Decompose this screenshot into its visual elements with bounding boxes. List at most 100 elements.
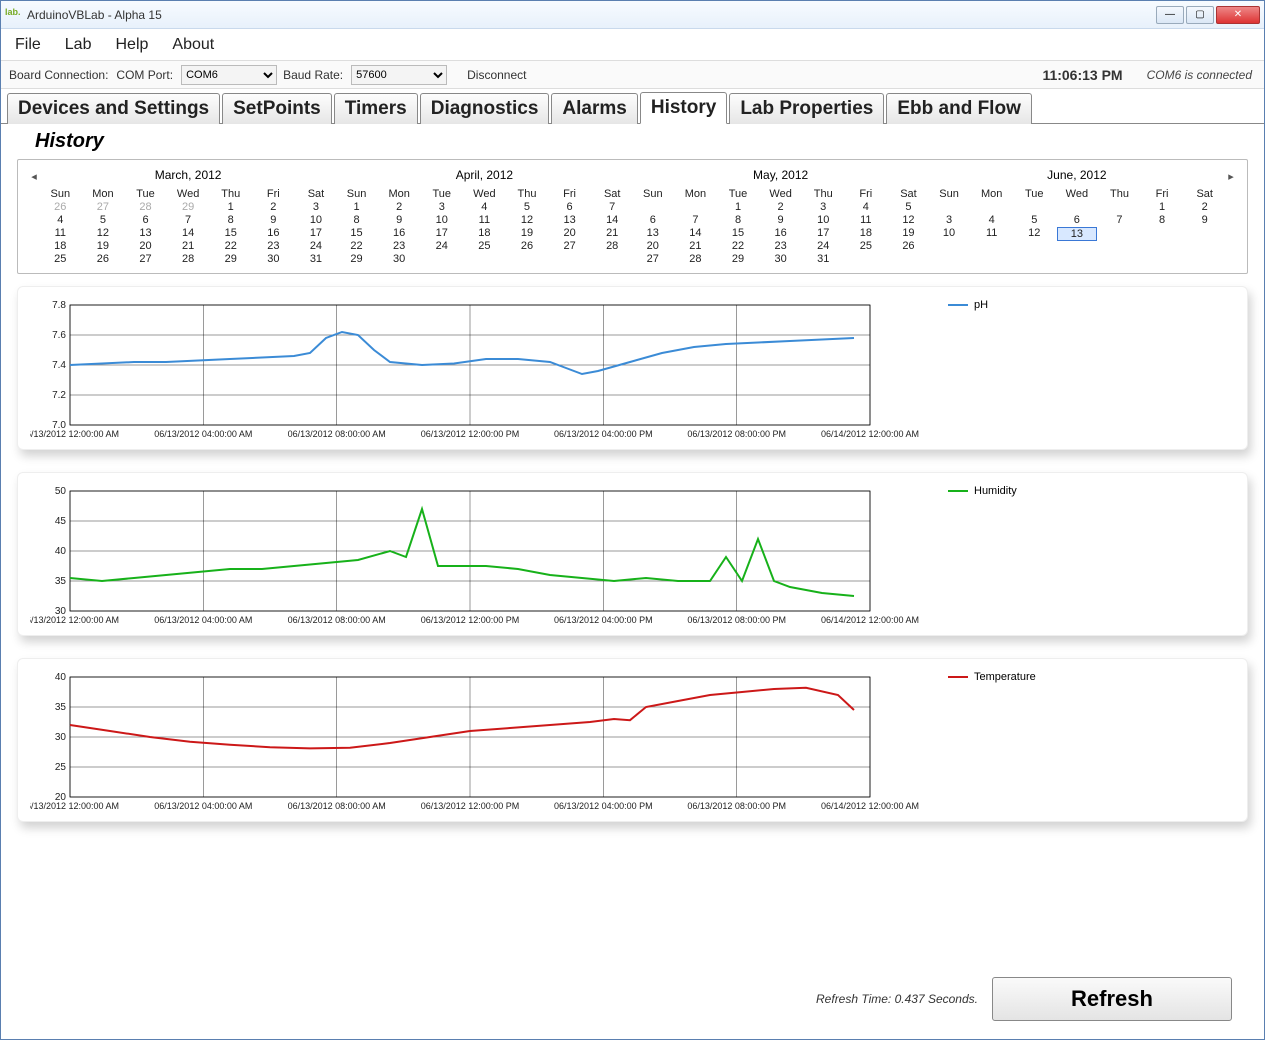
- calendar-day[interactable]: 26: [888, 240, 929, 252]
- calendar-day[interactable]: 18: [40, 240, 81, 252]
- calendar-day[interactable]: 31: [296, 253, 337, 265]
- calendar-day[interactable]: 17: [296, 227, 337, 239]
- calendar-day[interactable]: 28: [675, 253, 716, 265]
- calendar-day[interactable]: 19: [888, 227, 929, 239]
- calendar-day[interactable]: 29: [168, 201, 209, 213]
- calendar-day[interactable]: 23: [379, 240, 420, 252]
- calendar-day[interactable]: 13: [125, 227, 166, 239]
- calendar-day[interactable]: 3: [929, 214, 970, 226]
- calendar-day[interactable]: 1: [718, 201, 759, 213]
- calendar-day[interactable]: 8: [210, 214, 251, 226]
- calendar-day[interactable]: 8: [718, 214, 759, 226]
- calendar-day[interactable]: 6: [633, 214, 674, 226]
- calendar-day[interactable]: 3: [296, 201, 337, 213]
- calendar-day[interactable]: 13: [549, 214, 590, 226]
- calendar-day[interactable]: 21: [592, 227, 633, 239]
- calendar-day[interactable]: 25: [464, 240, 505, 252]
- calendar-day[interactable]: 24: [296, 240, 337, 252]
- calendar-day[interactable]: 8: [336, 214, 377, 226]
- disconnect-link[interactable]: Disconnect: [467, 68, 526, 82]
- calendar-day[interactable]: 11: [971, 227, 1012, 241]
- calendar-day[interactable]: 25: [40, 253, 81, 265]
- calendar-day[interactable]: 30: [253, 253, 294, 265]
- calendar-day[interactable]: 11: [464, 214, 505, 226]
- calendar-day[interactable]: 10: [296, 214, 337, 226]
- calendar-day[interactable]: 7: [168, 214, 209, 226]
- calendar-day[interactable]: 10: [803, 214, 844, 226]
- calendar-day[interactable]: 14: [168, 227, 209, 239]
- calendar-day[interactable]: 26: [507, 240, 548, 252]
- calendar-day[interactable]: 17: [803, 227, 844, 239]
- calendar-day[interactable]: 6: [1057, 214, 1098, 226]
- calendar-day[interactable]: 11: [846, 214, 887, 226]
- calendar-day[interactable]: 28: [592, 240, 633, 252]
- calendar-day[interactable]: 4: [464, 201, 505, 213]
- calendar-day[interactable]: 2: [379, 201, 420, 213]
- calendar-day[interactable]: 1: [210, 201, 251, 213]
- maximize-button[interactable]: ▢: [1186, 6, 1214, 24]
- calendar-day[interactable]: 13: [633, 227, 674, 239]
- menu-item-help[interactable]: Help: [115, 36, 148, 54]
- calendar-day[interactable]: 7: [675, 214, 716, 226]
- calendar-day[interactable]: 26: [83, 253, 124, 265]
- minimize-button[interactable]: —: [1156, 6, 1184, 24]
- calendar-day[interactable]: 9: [1184, 214, 1225, 226]
- calendar-day[interactable]: 22: [336, 240, 377, 252]
- calendar-day[interactable]: 16: [760, 227, 801, 239]
- calendar-day[interactable]: 2: [1184, 201, 1225, 213]
- calendar-day[interactable]: 10: [421, 214, 462, 226]
- tab-ebb-and-flow[interactable]: Ebb and Flow: [886, 93, 1032, 124]
- calendar-day[interactable]: 13: [1057, 227, 1098, 241]
- calendar-day[interactable]: 5: [83, 214, 124, 226]
- calendar-day[interactable]: 5: [888, 201, 929, 213]
- calendar-day[interactable]: 15: [718, 227, 759, 239]
- calendar-day[interactable]: 29: [210, 253, 251, 265]
- calendar-day[interactable]: 15: [336, 227, 377, 239]
- calendar-day[interactable]: 9: [253, 214, 294, 226]
- calendar-day[interactable]: 1: [1142, 201, 1183, 213]
- calendar-day[interactable]: 23: [253, 240, 294, 252]
- calendar-day[interactable]: 28: [168, 253, 209, 265]
- calendar-day[interactable]: 18: [846, 227, 887, 239]
- calendar-day[interactable]: 2: [760, 201, 801, 213]
- calendar-day[interactable]: 1: [336, 201, 377, 213]
- calendar-day[interactable]: 12: [507, 214, 548, 226]
- calendar-day[interactable]: 20: [125, 240, 166, 252]
- calendar-day[interactable]: 20: [633, 240, 674, 252]
- calendar-prev-button[interactable]: ◂: [28, 168, 40, 183]
- calendar-day[interactable]: 5: [1014, 214, 1055, 226]
- calendar-day[interactable]: 25: [846, 240, 887, 252]
- calendar-day[interactable]: 30: [379, 253, 420, 265]
- calendar-day[interactable]: 14: [675, 227, 716, 239]
- calendar-day[interactable]: 3: [421, 201, 462, 213]
- calendar-day[interactable]: 19: [507, 227, 548, 239]
- calendar-day[interactable]: 6: [549, 201, 590, 213]
- calendar-day[interactable]: 24: [421, 240, 462, 252]
- calendar-day[interactable]: 4: [846, 201, 887, 213]
- calendar-day[interactable]: 10: [929, 227, 970, 241]
- calendar-day[interactable]: 9: [379, 214, 420, 226]
- calendar-day[interactable]: 29: [718, 253, 759, 265]
- calendar-day[interactable]: 19: [83, 240, 124, 252]
- calendar-day[interactable]: 27: [633, 253, 674, 265]
- calendar-day[interactable]: 2: [253, 201, 294, 213]
- calendar-day[interactable]: 20: [549, 227, 590, 239]
- tab-setpoints[interactable]: SetPoints: [222, 93, 332, 124]
- tab-alarms[interactable]: Alarms: [551, 93, 637, 124]
- calendar-day[interactable]: 28: [125, 201, 166, 213]
- calendar-day[interactable]: 31: [803, 253, 844, 265]
- calendar-day[interactable]: 3: [803, 201, 844, 213]
- calendar-day[interactable]: 9: [760, 214, 801, 226]
- calendar-day[interactable]: 29: [336, 253, 377, 265]
- calendar-day[interactable]: 17: [421, 227, 462, 239]
- calendar-day[interactable]: 5: [507, 201, 548, 213]
- calendar-day[interactable]: 27: [125, 253, 166, 265]
- calendar-day[interactable]: 12: [888, 214, 929, 226]
- calendar-day[interactable]: 24: [803, 240, 844, 252]
- calendar-day[interactable]: 18: [464, 227, 505, 239]
- calendar-day[interactable]: 15: [210, 227, 251, 239]
- calendar-day[interactable]: 14: [592, 214, 633, 226]
- calendar-day[interactable]: 23: [760, 240, 801, 252]
- calendar-day[interactable]: 27: [83, 201, 124, 213]
- refresh-button[interactable]: Refresh: [992, 977, 1232, 1021]
